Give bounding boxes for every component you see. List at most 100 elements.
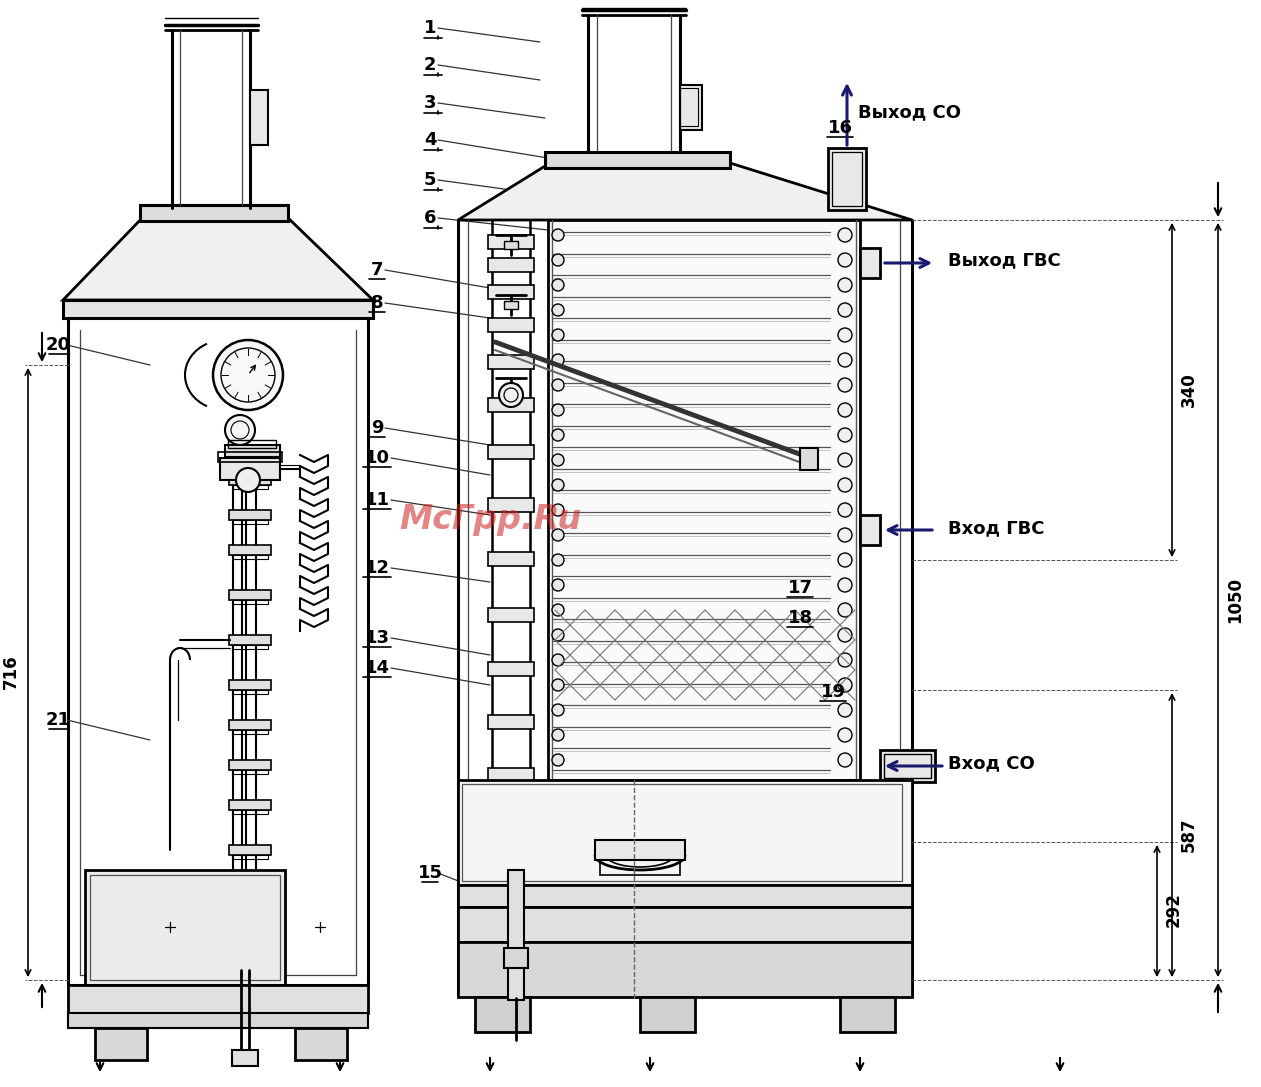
Bar — [488, 258, 533, 272]
Text: 14: 14 — [364, 659, 390, 677]
Text: 16: 16 — [827, 118, 852, 137]
Text: 8: 8 — [371, 293, 383, 312]
Circle shape — [552, 479, 564, 491]
Bar — [230, 845, 271, 855]
Bar — [63, 300, 373, 318]
Text: 1: 1 — [424, 18, 436, 37]
Bar — [488, 285, 533, 299]
Circle shape — [552, 554, 564, 566]
Circle shape — [839, 303, 852, 317]
Text: 3: 3 — [424, 93, 436, 112]
Bar — [458, 942, 912, 997]
Bar — [504, 384, 518, 392]
Bar — [232, 600, 269, 604]
Circle shape — [839, 478, 852, 492]
Bar — [488, 318, 533, 332]
Circle shape — [552, 754, 564, 766]
Circle shape — [552, 679, 564, 691]
Bar — [488, 235, 533, 249]
Text: 18: 18 — [787, 609, 812, 627]
Circle shape — [552, 729, 564, 741]
Bar — [488, 355, 533, 368]
Circle shape — [552, 254, 564, 266]
Bar — [840, 997, 895, 1032]
Bar — [504, 301, 518, 309]
Bar — [232, 520, 269, 524]
Circle shape — [839, 228, 852, 242]
Bar — [232, 855, 269, 859]
Text: 716: 716 — [3, 654, 20, 689]
Bar — [232, 645, 269, 649]
Text: 4: 4 — [424, 132, 436, 149]
Circle shape — [552, 379, 564, 391]
Bar — [90, 875, 280, 980]
Bar — [295, 1028, 347, 1060]
Circle shape — [552, 654, 564, 666]
Bar — [232, 485, 269, 489]
Bar — [884, 754, 931, 778]
Bar — [475, 997, 530, 1032]
Circle shape — [552, 454, 564, 466]
Bar — [600, 860, 680, 875]
Circle shape — [499, 383, 523, 407]
Circle shape — [236, 468, 260, 492]
Circle shape — [839, 503, 852, 517]
Bar — [799, 448, 818, 470]
Bar — [140, 205, 288, 221]
Bar — [458, 780, 912, 885]
Bar — [488, 445, 533, 459]
Bar — [230, 475, 271, 485]
Circle shape — [552, 354, 564, 366]
Text: 11: 11 — [364, 491, 390, 509]
Text: Вход СО: Вход СО — [948, 754, 1035, 772]
Bar — [68, 985, 368, 1013]
Circle shape — [839, 378, 852, 392]
Bar — [458, 885, 912, 907]
Circle shape — [839, 653, 852, 667]
Text: 13: 13 — [364, 629, 390, 647]
Circle shape — [552, 229, 564, 241]
Text: 9: 9 — [371, 418, 383, 437]
Circle shape — [552, 604, 564, 616]
Bar — [488, 662, 533, 676]
Text: 6: 6 — [424, 209, 436, 227]
Text: 292: 292 — [1165, 892, 1183, 927]
Bar — [95, 1028, 148, 1060]
Circle shape — [839, 703, 852, 717]
Bar — [232, 1050, 259, 1066]
Circle shape — [552, 579, 564, 591]
Bar — [224, 445, 280, 457]
Text: 7: 7 — [371, 261, 383, 279]
Bar — [458, 907, 912, 942]
Bar — [230, 635, 271, 645]
Bar — [828, 148, 866, 210]
Circle shape — [839, 728, 852, 742]
Bar — [230, 510, 271, 520]
Bar — [508, 870, 525, 1000]
Circle shape — [839, 528, 852, 542]
Bar — [488, 552, 533, 566]
Circle shape — [552, 404, 564, 416]
Circle shape — [839, 403, 852, 417]
Bar — [68, 1013, 368, 1028]
Circle shape — [552, 504, 564, 516]
Circle shape — [552, 279, 564, 291]
Bar — [549, 220, 860, 780]
Bar — [230, 800, 271, 810]
Polygon shape — [63, 215, 373, 300]
Text: Выход ГВС: Выход ГВС — [948, 251, 1061, 268]
Bar — [595, 840, 685, 860]
Circle shape — [552, 429, 564, 441]
Circle shape — [552, 304, 564, 316]
Text: McГрр.Ru: McГрр.Ru — [398, 503, 581, 537]
Bar — [488, 398, 533, 412]
Circle shape — [839, 603, 852, 617]
Text: 20: 20 — [45, 336, 71, 354]
Bar — [84, 870, 285, 985]
Text: 2: 2 — [424, 57, 436, 74]
Text: 12: 12 — [364, 559, 390, 577]
Bar — [488, 769, 533, 782]
Circle shape — [552, 629, 564, 641]
Circle shape — [839, 553, 852, 567]
Bar — [250, 90, 269, 145]
